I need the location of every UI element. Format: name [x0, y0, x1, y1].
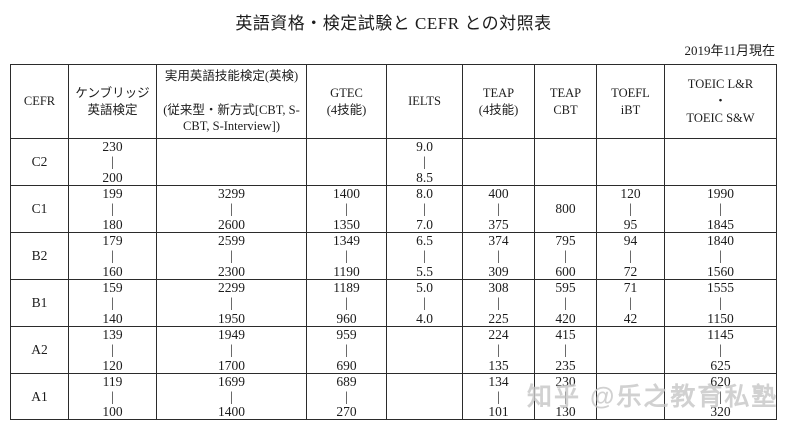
score-cell: 199 | 180	[68, 185, 157, 233]
page-title: 英語資格・検定試験と CEFR との対照表	[235, 14, 552, 33]
score-cell: 308 | 225	[462, 279, 535, 327]
score-cell: 5.0 | 4.0	[386, 279, 463, 327]
table-row-a2: A2 139 | 120 1949 | 1700 959 | 690 224 | 135 415…	[10, 326, 777, 374]
level-label: C1	[10, 185, 69, 233]
table-row-c1: C1 199 | 180 3299 | 2600 1400 | 1350 8.0 | 7.0 4…	[10, 185, 777, 233]
header-ielts: IELTS	[386, 64, 463, 139]
score-cell: 959 | 690	[306, 326, 387, 374]
score-cell	[156, 138, 307, 186]
level-label: B2	[10, 232, 69, 280]
score-cell: 1400 | 1350	[306, 185, 387, 233]
score-cell: 8.0 | 7.0	[386, 185, 463, 233]
header-cambridge: ケンブリッジ 英語検定	[68, 64, 157, 139]
score-cell: 800	[534, 185, 597, 233]
score-cell	[664, 138, 777, 186]
score-cell: 689 | 270	[306, 372, 387, 421]
table-row-c2: C2 230 | 200 9.0 | 8.5	[10, 138, 777, 186]
score-cell: 120 | 95	[596, 185, 665, 233]
header-toeic: TOEIC L&R ・ TOEIC S&W	[664, 64, 777, 139]
header-teap: TEAP (4技能)	[462, 64, 535, 139]
score-cell: 139 | 120	[68, 326, 157, 374]
score-cell: 400 | 375	[462, 185, 535, 233]
table-row-b2: B2 179 | 160 2599 | 2300 1349 | 1190 6.5 | 5.5 3…	[10, 232, 777, 280]
score-cell	[534, 138, 597, 186]
level-label: C2	[10, 138, 69, 186]
date-note: 2019年11月現在	[684, 43, 775, 58]
score-cell: 795 | 600	[534, 232, 597, 280]
score-cell: 2299 | 1950	[156, 279, 307, 327]
score-cell	[386, 326, 463, 374]
score-cell: 595 | 420	[534, 279, 597, 327]
level-label: B1	[10, 279, 69, 327]
table-row-b1: B1 159 | 140 2299 | 1950 1189 | 960 5.0 | 4.0 30…	[10, 279, 777, 327]
score-cell: 1990 | 1845	[664, 185, 777, 233]
score-cell: 1349 | 1190	[306, 232, 387, 280]
score-cell: 6.5 | 5.5	[386, 232, 463, 280]
level-label: A2	[10, 326, 69, 374]
score-cell: 159 | 140	[68, 279, 157, 327]
score-cell	[596, 372, 665, 421]
score-cell: 119 | 100	[68, 372, 157, 421]
header-teap-cbt: TEAP CBT	[534, 64, 597, 139]
score-cell	[386, 372, 463, 421]
score-cell: 374 | 309	[462, 232, 535, 280]
score-cell: 71 | 42	[596, 279, 665, 327]
score-cell: 1840 | 1560	[664, 232, 777, 280]
header-cefr: CEFR	[10, 64, 69, 139]
header-gtec: GTEC (4技能)	[306, 64, 387, 139]
score-cell: 1699 | 1400	[156, 372, 307, 421]
score-cell	[596, 138, 665, 186]
score-cell	[462, 138, 535, 186]
cefr-comparison-table: CEFR ケンブリッジ 英語検定 実用英語技能検定(英検) (従来型・新方式[C…	[10, 64, 777, 421]
score-cell: 415 | 235	[534, 326, 597, 374]
table-row-a1: A1 119 | 100 1699 | 1400 689 | 270 134 | 101 230…	[10, 372, 777, 421]
header-row: CEFR ケンブリッジ 英語検定 実用英語技能検定(英検) (従来型・新方式[C…	[10, 64, 777, 139]
score-cell: 620 | 320	[664, 372, 777, 421]
score-cell: 179 | 160	[68, 232, 157, 280]
score-cell: 1145 | 625	[664, 326, 777, 374]
score-cell: 1189 | 960	[306, 279, 387, 327]
score-cell: 230 | 130	[534, 372, 597, 421]
level-label: A1	[10, 372, 69, 421]
score-cell: 3299 | 2600	[156, 185, 307, 233]
score-cell	[306, 138, 387, 186]
score-cell: 134 | 101	[462, 372, 535, 421]
score-cell: 2599 | 2300	[156, 232, 307, 280]
score-cell: 94 | 72	[596, 232, 665, 280]
header-toefl-ibt: TOEFL iBT	[596, 64, 665, 139]
score-cell: 1949 | 1700	[156, 326, 307, 374]
score-cell: 230 | 200	[68, 138, 157, 186]
score-cell: 1555 | 1150	[664, 279, 777, 327]
score-cell: 224 | 135	[462, 326, 535, 374]
score-cell	[596, 326, 665, 374]
header-eiken: 実用英語技能検定(英検) (従来型・新方式[CBT, S-CBT, S-Inte…	[156, 64, 307, 139]
score-cell: 9.0 | 8.5	[386, 138, 463, 186]
